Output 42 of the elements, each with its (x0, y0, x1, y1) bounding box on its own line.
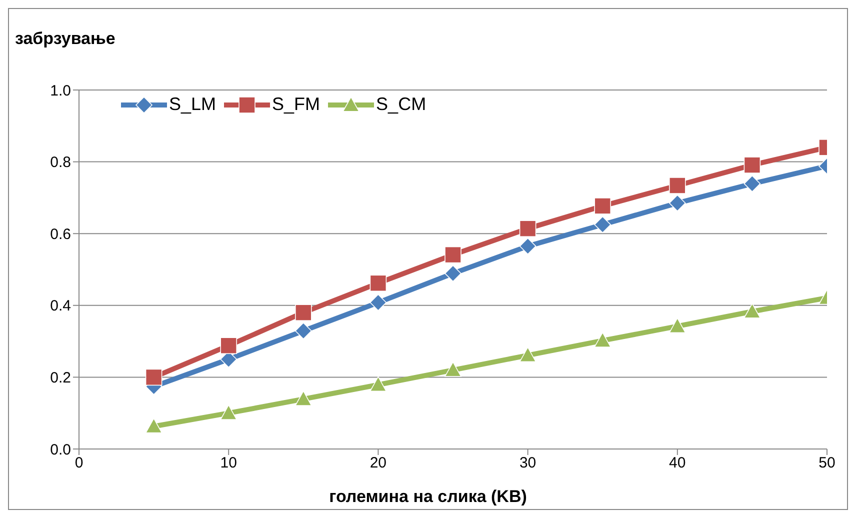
point (669, 318, 686, 334)
legend-label: S_FM (272, 94, 320, 115)
point (669, 194, 686, 212)
y-tick-label: 0.0 (50, 441, 71, 458)
point (220, 404, 237, 420)
point (594, 332, 611, 348)
point (295, 390, 312, 406)
point (295, 322, 312, 340)
y-tick-label: 1.0 (50, 82, 71, 100)
x-tick-label: 10 (220, 454, 237, 472)
point (145, 368, 162, 386)
point (744, 156, 761, 174)
y-tick-label: 0.4 (50, 298, 71, 315)
x-tick-label: 0 (74, 454, 84, 472)
y-tick-label: 0.8 (50, 154, 71, 172)
y-axis-title: забрзување (15, 29, 116, 49)
x-tick-label: 40 (669, 454, 686, 472)
y-tick-label: 0.6 (50, 226, 71, 243)
x-tick-label: 20 (370, 454, 387, 472)
point (444, 246, 462, 264)
point (594, 198, 611, 214)
point (744, 175, 761, 192)
point (519, 346, 536, 362)
point (519, 220, 536, 237)
point (145, 418, 162, 434)
legend-label: S_CM (376, 94, 426, 115)
point (220, 337, 237, 354)
point (295, 304, 312, 321)
legend-label: S_LM (169, 94, 216, 115)
point (370, 274, 387, 292)
point (594, 216, 611, 234)
x-tick-label: 50 (818, 454, 836, 472)
x-tick-label: 30 (519, 454, 536, 472)
point (370, 376, 387, 392)
point (744, 303, 761, 318)
y-tick-label: 0.2 (50, 370, 71, 387)
x-axis-title: големина на слика (KB) (328, 487, 528, 507)
point (444, 265, 462, 282)
point (669, 177, 686, 194)
point (370, 294, 387, 311)
point (444, 362, 462, 377)
point (519, 238, 536, 255)
